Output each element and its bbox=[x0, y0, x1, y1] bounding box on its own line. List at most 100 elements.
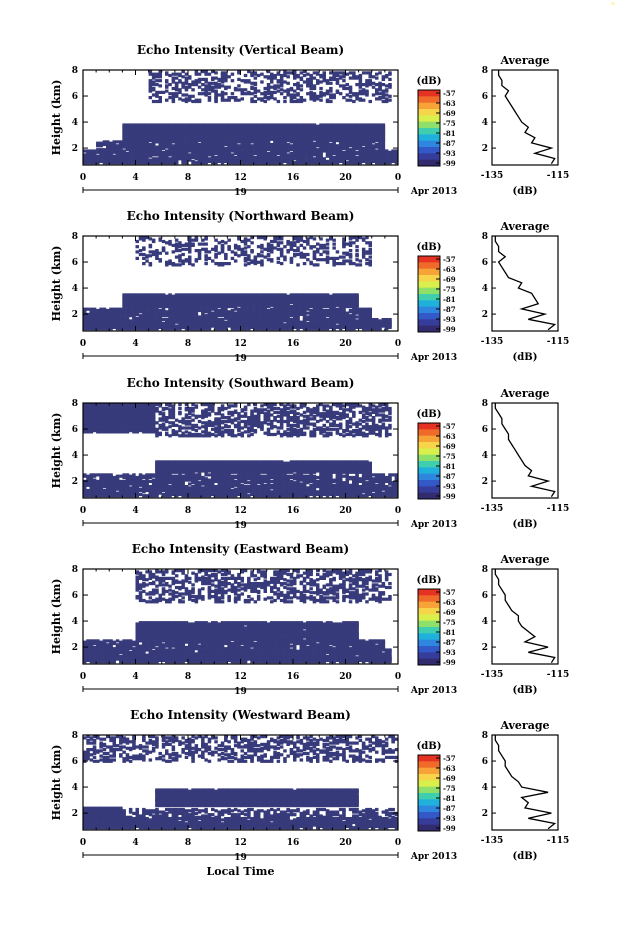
heatmap-cell bbox=[325, 308, 330, 313]
heatmap-cell bbox=[348, 71, 353, 75]
heatmap-cell bbox=[188, 149, 192, 153]
heatmap-cell bbox=[279, 88, 284, 92]
date-label: Apr 2013 bbox=[410, 187, 457, 197]
heatmap-cell bbox=[112, 320, 116, 324]
heatmap-cell bbox=[335, 312, 340, 316]
heatmap-cell bbox=[322, 79, 326, 83]
heatmap-cell bbox=[151, 152, 156, 156]
x-tick-label: 12 bbox=[234, 173, 247, 183]
heatmap-cell bbox=[128, 319, 133, 323]
heatmap-cell bbox=[115, 140, 120, 144]
heatmap-cell bbox=[148, 327, 153, 331]
heatmap-cell bbox=[322, 129, 326, 134]
heatmap-cell bbox=[279, 92, 284, 96]
heatmap-cell bbox=[358, 83, 363, 87]
heatmap-cell bbox=[329, 142, 333, 147]
heatmap-cell bbox=[312, 263, 317, 267]
heatmap-cell bbox=[197, 98, 202, 102]
heatmap-cell bbox=[138, 123, 143, 127]
heatmap-cell bbox=[230, 79, 235, 83]
heatmap-cell bbox=[174, 142, 179, 147]
average-frame bbox=[491, 69, 559, 166]
heatmap-cell bbox=[352, 293, 356, 297]
heatmap-cell bbox=[220, 325, 225, 329]
heatmap-cell bbox=[197, 126, 202, 130]
heatmap-cell bbox=[214, 71, 218, 75]
heatmap-cell bbox=[293, 70, 297, 74]
heatmap-cell bbox=[188, 75, 192, 79]
heatmap-cell bbox=[266, 258, 271, 262]
heatmap-cell bbox=[342, 73, 346, 78]
heatmap-cell bbox=[283, 99, 287, 104]
heatmap-cell bbox=[276, 89, 281, 93]
heatmap-cell bbox=[217, 83, 221, 87]
heatmap-cell bbox=[384, 88, 389, 92]
heatmap-cell bbox=[299, 96, 304, 100]
heatmap-cell bbox=[243, 79, 248, 83]
x-tick-label: 20 bbox=[339, 173, 352, 183]
heatmap-cell bbox=[155, 307, 159, 311]
heatmap-cell bbox=[299, 307, 304, 311]
heatmap-cell bbox=[332, 263, 336, 267]
colorbar-segment bbox=[418, 159, 440, 167]
heatmap-cell bbox=[165, 318, 169, 322]
heatmap-cell bbox=[325, 318, 330, 322]
heatmap-cell bbox=[207, 84, 212, 88]
heatmap-cell bbox=[214, 307, 218, 311]
heatmap-cell bbox=[128, 153, 133, 157]
heatmap-cell bbox=[375, 83, 379, 87]
heatmap-cell bbox=[168, 259, 172, 263]
heatmap-cell bbox=[253, 149, 258, 153]
heatmap-cell bbox=[151, 123, 156, 127]
heatmap-cell bbox=[293, 93, 297, 97]
y-tick-label: 4 bbox=[72, 118, 78, 128]
heatmap-cell bbox=[266, 96, 271, 100]
heatmap-cell bbox=[289, 305, 294, 309]
heatmap-cell bbox=[329, 161, 333, 165]
heatmap-cell bbox=[279, 76, 284, 80]
heatmap-cell bbox=[158, 308, 162, 313]
heatmap-cell bbox=[214, 159, 218, 163]
heatmap-cell bbox=[355, 144, 359, 148]
heatmap-cell bbox=[253, 129, 258, 134]
heatmap-cell bbox=[309, 131, 313, 135]
heatmap-cell bbox=[178, 324, 182, 328]
heatmap-cell bbox=[342, 259, 346, 263]
heatmap-cell bbox=[188, 94, 192, 98]
heatmap-cell bbox=[302, 146, 307, 150]
x-tick-label: 0 bbox=[80, 173, 86, 183]
heatmap-cell bbox=[289, 307, 294, 311]
heatmap-cell bbox=[151, 99, 156, 104]
heatmap-cell bbox=[348, 90, 353, 94]
heatmap-cell bbox=[329, 145, 333, 149]
heatmap-cell bbox=[279, 307, 284, 311]
heatmap-cell bbox=[329, 89, 333, 93]
heatmap-cell bbox=[194, 98, 199, 102]
heatmap-cell bbox=[279, 141, 284, 145]
heatmap-cell bbox=[368, 123, 372, 127]
heatmap-cell bbox=[151, 157, 156, 161]
heatmap-cell bbox=[312, 92, 317, 96]
heatmap-cell bbox=[165, 89, 169, 93]
heatmap-cell bbox=[338, 71, 343, 75]
heatmap-cell bbox=[168, 320, 172, 324]
heatmap-cell bbox=[270, 85, 274, 89]
heatmap-cell bbox=[296, 263, 300, 267]
heatmap-cell bbox=[224, 256, 228, 260]
heatmap-cell bbox=[125, 323, 130, 327]
heatmap-cell bbox=[276, 84, 281, 88]
heatmap-cell bbox=[178, 154, 182, 158]
heatmap-cell bbox=[384, 155, 389, 160]
heatmap-cell bbox=[375, 72, 379, 76]
heatmap-cell bbox=[174, 307, 179, 311]
heatmap-cell bbox=[302, 158, 307, 162]
heatmap-cell bbox=[371, 75, 376, 79]
heatmap-cell bbox=[142, 293, 146, 297]
heatmap-cell bbox=[381, 146, 386, 150]
heatmap-cell bbox=[253, 155, 258, 160]
heatmap-cell bbox=[306, 157, 310, 161]
heatmap-cell bbox=[329, 86, 333, 91]
heatmap-cell bbox=[96, 150, 100, 154]
heatmap-cell bbox=[306, 311, 310, 315]
heatmap-cell bbox=[322, 123, 326, 127]
